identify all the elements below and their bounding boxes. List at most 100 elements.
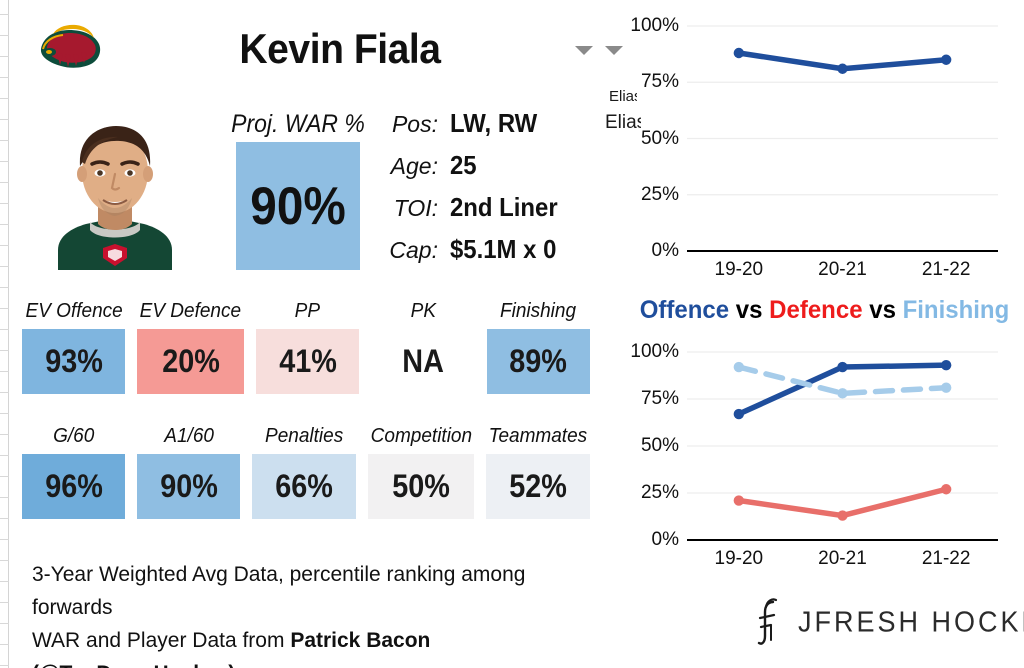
x-axis-tick-label: 20-21 bbox=[818, 259, 867, 280]
stat-value-box: 90% bbox=[137, 454, 241, 519]
stat-label: Penalties bbox=[264, 425, 344, 447]
x-axis-tick-label: 19-20 bbox=[714, 259, 764, 280]
stat-grid-row-2: G/60 96% A1/60 90% Penalties 66% Competition 50… bbox=[22, 425, 590, 519]
stat-cell: PP 41% bbox=[256, 300, 360, 394]
stat-label: Teammates bbox=[488, 425, 588, 447]
row-tick bbox=[0, 539, 9, 540]
player-info-label: Cap: bbox=[389, 237, 438, 263]
clipped-text-large: Elias bbox=[605, 112, 641, 133]
stat-value: 50% bbox=[392, 468, 450, 504]
row-tick bbox=[0, 77, 9, 78]
series-point bbox=[940, 484, 952, 495]
row-tick bbox=[0, 518, 9, 519]
series-point bbox=[837, 388, 848, 399]
row-tick bbox=[0, 119, 9, 120]
row-tick bbox=[0, 413, 9, 414]
series-line bbox=[736, 364, 949, 397]
row-tick bbox=[0, 665, 9, 666]
series-point bbox=[940, 359, 952, 371]
stat-value: 20% bbox=[161, 343, 220, 379]
row-tick bbox=[0, 350, 9, 351]
row-tick bbox=[0, 161, 9, 162]
minnesota-wild-logo-icon bbox=[33, 19, 107, 77]
row-tick bbox=[0, 329, 9, 330]
y-axis-tick-label: 50% bbox=[640, 435, 679, 456]
player-name: Kevin Fiala bbox=[239, 25, 441, 72]
stat-cell: G/60 96% bbox=[22, 425, 126, 519]
proj-war-label: Proj. WAR % bbox=[231, 110, 365, 138]
chart-title-part: vs bbox=[735, 296, 763, 324]
footer-notes: 3-Year Weighted Avg Data, percentile ran… bbox=[32, 558, 592, 668]
chart-canvas bbox=[687, 351, 998, 541]
player-info-label: Pos: bbox=[391, 111, 438, 137]
series-point bbox=[733, 495, 745, 506]
y-axis-tick-label: 50% bbox=[640, 127, 679, 149]
stat-cell: EV Offence 93% bbox=[22, 300, 126, 394]
war-trend-chart: 0% 25% 50% 75% 100% 19-20 20-21 21-22 bbox=[625, 4, 1024, 289]
chart-title-part: Finishing bbox=[902, 296, 1010, 324]
stat-value: 96% bbox=[44, 468, 103, 504]
row-tick bbox=[0, 476, 9, 477]
stat-label: Competition bbox=[370, 425, 472, 447]
left-panel: Kevin Fiala Elias Elias bbox=[22, 19, 641, 668]
offence-defence-finishing-chart: 0% 25% 50% 75% 100% 19-20 20-21 21-22 Offence vs… bbox=[625, 290, 1024, 590]
row-tick bbox=[0, 14, 9, 15]
x-axis-tick-label: 21-22 bbox=[921, 548, 971, 569]
stat-value-box: 20% bbox=[137, 329, 245, 394]
row-tick bbox=[0, 455, 9, 456]
stat-cell: Teammates 52% bbox=[486, 425, 590, 519]
player-info-value: 2nd Liner bbox=[450, 192, 558, 222]
x-axis-tick-label: 20-21 bbox=[818, 548, 867, 569]
player-info-row: Pos: LW, RW bbox=[378, 108, 593, 150]
dropdown-arrow-icon-2[interactable] bbox=[605, 46, 623, 55]
jfresh-monogram-icon bbox=[757, 598, 778, 645]
player-info-row: Cap: $5.1M x 0 bbox=[378, 234, 593, 276]
x-axis-tick-label: 19-20 bbox=[714, 548, 764, 569]
player-info-row: TOI: 2nd Liner bbox=[378, 192, 593, 234]
stat-cell: A1/60 90% bbox=[137, 425, 241, 519]
stat-value-box: 41% bbox=[256, 329, 360, 394]
row-tick bbox=[0, 140, 9, 141]
clipped-text-small: Elias bbox=[609, 88, 637, 105]
player-info-label: Age: bbox=[390, 153, 438, 179]
stat-value-box: 96% bbox=[22, 454, 126, 519]
dropdown-arrow-icon-1[interactable] bbox=[575, 46, 593, 55]
player-info-value: LW, RW bbox=[450, 108, 538, 138]
player-info-value: $5.1M x 0 bbox=[450, 234, 557, 264]
jfresh-hockey-logo: JFRESH HOCKEY bbox=[752, 596, 1024, 648]
y-axis-tick-label: 0% bbox=[651, 529, 679, 550]
series-point bbox=[733, 361, 745, 373]
series-point bbox=[940, 54, 952, 65]
stat-value-box: NA bbox=[371, 329, 475, 394]
stat-value: 90% bbox=[159, 468, 218, 504]
series-point bbox=[733, 408, 745, 420]
row-tick bbox=[0, 434, 9, 435]
proj-war-box: 90% bbox=[236, 142, 360, 270]
y-axis-tick-label: 0% bbox=[651, 240, 679, 261]
row-tick bbox=[0, 392, 9, 393]
row-tick bbox=[0, 266, 9, 267]
row-tick bbox=[0, 308, 9, 309]
y-axis-tick-label: 25% bbox=[640, 183, 679, 205]
stat-cell: Finishing 89% bbox=[486, 300, 590, 394]
y-axis-tick-label: 25% bbox=[640, 482, 679, 503]
series-point bbox=[940, 382, 952, 393]
stat-value-box: 50% bbox=[367, 454, 475, 519]
row-tick bbox=[0, 371, 9, 372]
stat-cell: EV Defence 20% bbox=[137, 300, 245, 394]
y-axis-tick-label: 75% bbox=[640, 388, 679, 409]
stat-value-box: 52% bbox=[486, 454, 590, 519]
row-tick bbox=[0, 602, 9, 603]
row-tick bbox=[0, 287, 9, 288]
y-axis-tick-label: 100% bbox=[630, 341, 679, 362]
stat-value: 41% bbox=[278, 343, 337, 379]
stat-value-box: 93% bbox=[22, 329, 126, 394]
row-tick bbox=[0, 98, 9, 99]
stat-cell: Competition 50% bbox=[367, 425, 475, 519]
stat-value: 52% bbox=[509, 468, 567, 504]
series-point bbox=[837, 510, 848, 521]
footer-line-1: 3-Year Weighted Avg Data, percentile ran… bbox=[32, 563, 526, 619]
row-tick bbox=[0, 581, 9, 582]
stat-value: 89% bbox=[509, 343, 568, 379]
stat-label: PP bbox=[295, 300, 321, 322]
